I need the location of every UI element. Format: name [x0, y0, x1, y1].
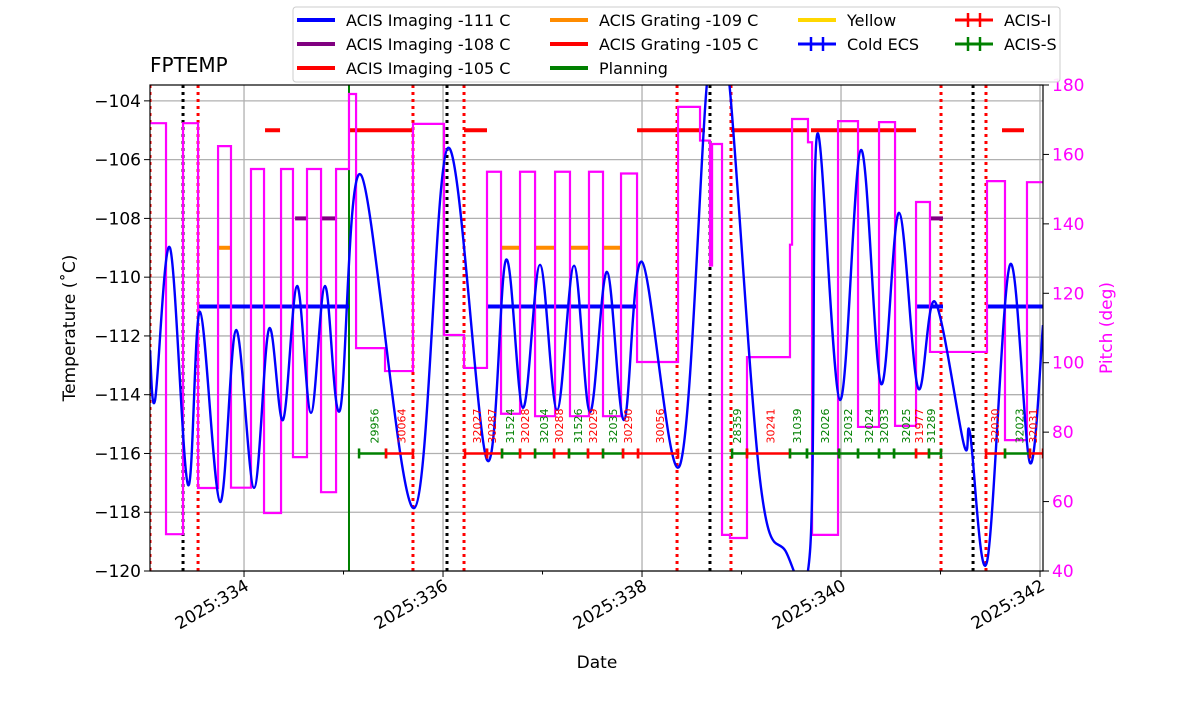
- legend-label: Cold ECS: [847, 35, 919, 54]
- y-tick-label: −116: [94, 444, 141, 464]
- legend-entry: ACIS Grating -109 C: [550, 11, 758, 30]
- obsid-label: 32023: [1013, 408, 1026, 443]
- x-tick-label: 2025:334: [172, 576, 253, 634]
- obsid-label: 32031: [1027, 408, 1040, 443]
- legend-entry: Cold ECS: [798, 35, 919, 54]
- x-tick-label: 2025:340: [769, 576, 850, 634]
- y-tick-label: −118: [94, 503, 141, 523]
- legend: ACIS Imaging -111 C ACIS Imaging -108 C AC…: [292, 6, 1061, 83]
- obsid-label: 30290: [622, 408, 635, 443]
- legend-label: ACIS Imaging -111 C: [346, 11, 510, 30]
- x-tick-label: 2025:338: [570, 576, 651, 634]
- obsid-label: 32027: [471, 408, 484, 443]
- obsid-label: 30056: [654, 408, 667, 443]
- obsid-label: 31289: [925, 408, 938, 443]
- y2-tick-label: 180: [1052, 76, 1084, 96]
- obsid-label: 28359: [731, 408, 744, 443]
- legend-label: ACIS-S: [1004, 35, 1057, 54]
- obsid-label: 32035: [607, 408, 620, 443]
- obsid-label: 32024: [863, 408, 876, 443]
- plot-marks: 29956 30064 32027 30287 31524 32028 32034 30288…: [150, 85, 1043, 571]
- y2-tick-label: 140: [1052, 215, 1084, 235]
- y2-tick-label: 120: [1052, 284, 1084, 304]
- obsid-label: 31039: [791, 408, 804, 443]
- obsid-label: 31977: [913, 408, 926, 443]
- grid: [150, 85, 1043, 572]
- obsid-label: 32033: [878, 408, 891, 443]
- obsid-label: 32028: [519, 408, 532, 443]
- legend-label: ACIS-I: [1004, 11, 1051, 30]
- y2-tick-label: 80: [1052, 423, 1074, 443]
- obsid-label: 30064: [395, 408, 408, 443]
- obsid-label: 30241: [764, 408, 777, 443]
- legend-box: [292, 6, 1061, 83]
- y-tick-label: −114: [94, 386, 141, 406]
- legend-entry: Planning: [550, 59, 668, 78]
- legend-label: Planning: [599, 59, 668, 78]
- legend-label: Yellow: [846, 11, 896, 30]
- y-tick-label: −106: [94, 151, 141, 171]
- obsid-label: 32029: [587, 408, 600, 443]
- pitch-line: [150, 92, 1043, 540]
- x-tick-label: 2025:336: [371, 576, 452, 634]
- obsid-label: 32025: [900, 408, 913, 443]
- obsid-label: 30287: [486, 408, 499, 443]
- plot-frame: [149, 84, 1044, 572]
- legend-entry: ACIS-I: [955, 11, 1051, 30]
- obsid-label: 32034: [538, 408, 551, 443]
- y2-axis-label: Pitch (deg): [1097, 282, 1117, 374]
- legend-label: ACIS Imaging -108 C: [346, 35, 510, 54]
- legend-label: ACIS Grating -105 C: [599, 35, 758, 54]
- obsid-label: 32032: [842, 408, 855, 443]
- y2-tick-label: 160: [1052, 145, 1084, 165]
- y2-tick-label: 60: [1052, 493, 1074, 513]
- legend-entry: ACIS Imaging -108 C: [297, 35, 510, 54]
- legend-entry: ACIS Imaging -111 C: [297, 11, 510, 30]
- y-tick-label: −112: [94, 327, 141, 347]
- y-tick-label: −108: [94, 209, 141, 229]
- obsid-label: 30288: [553, 408, 566, 443]
- obsid-label: 32030: [989, 408, 1002, 443]
- y-axis-label: Temperature (˚C): [59, 255, 80, 403]
- x-tick-label: 2025:342: [968, 576, 1049, 634]
- y2-tick-label: 100: [1052, 354, 1084, 374]
- obsid-label: 31526: [572, 408, 585, 443]
- y-tick-label: −104: [94, 92, 141, 112]
- legend-entry: ACIS Imaging -105 C: [297, 59, 510, 78]
- legend-entry: ACIS-S: [955, 35, 1057, 54]
- legend-entry: Yellow: [798, 11, 896, 30]
- chart-title: FPTEMP: [150, 53, 228, 77]
- y2-tick-label: 40: [1052, 562, 1074, 582]
- legend-entry: ACIS Grating -105 C: [550, 35, 758, 54]
- legend-label: ACIS Imaging -105 C: [346, 59, 510, 78]
- y-tick-label: −120: [94, 562, 141, 582]
- obsid-label: 31524: [504, 408, 517, 443]
- obsid-label: 32026: [819, 408, 832, 443]
- temperature-line: [150, 85, 1043, 571]
- obsid-label: 29956: [369, 408, 382, 443]
- y-tick-label: −110: [94, 268, 141, 288]
- legend-label: ACIS Grating -109 C: [599, 11, 758, 30]
- x-axis-label: Date: [577, 653, 618, 673]
